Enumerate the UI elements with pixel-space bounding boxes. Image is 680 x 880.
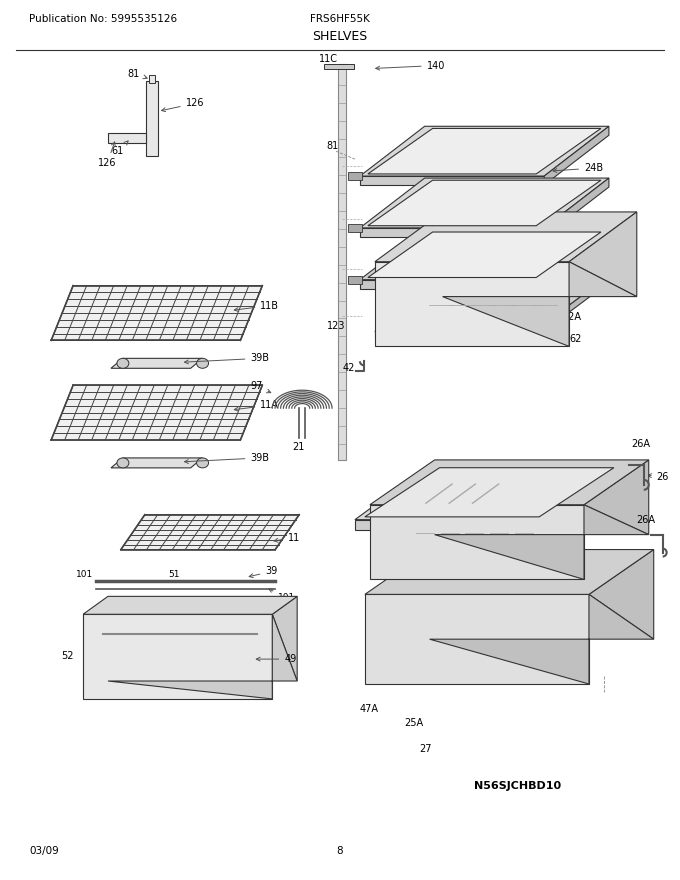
Text: 101: 101 — [76, 570, 93, 579]
Polygon shape — [360, 178, 609, 228]
Polygon shape — [355, 465, 624, 520]
Text: 42A: 42A — [543, 312, 581, 324]
Polygon shape — [430, 594, 653, 684]
Polygon shape — [370, 505, 584, 579]
Text: 11: 11 — [274, 532, 301, 543]
Polygon shape — [544, 127, 609, 185]
Bar — [338, 63, 346, 460]
Text: 25A: 25A — [405, 718, 424, 728]
Bar — [149, 76, 155, 84]
Polygon shape — [360, 228, 544, 237]
Text: 21: 21 — [292, 442, 305, 452]
Polygon shape — [51, 385, 262, 440]
Polygon shape — [108, 133, 146, 143]
Polygon shape — [368, 128, 601, 174]
Bar — [348, 275, 362, 283]
Polygon shape — [368, 232, 601, 277]
Polygon shape — [360, 127, 609, 176]
Text: 26: 26 — [647, 472, 669, 482]
Text: 11B: 11B — [235, 301, 279, 312]
Polygon shape — [111, 458, 203, 468]
Text: 47: 47 — [533, 485, 581, 504]
Text: 101: 101 — [269, 589, 296, 602]
Text: FRS6HF55K: FRS6HF55K — [310, 14, 370, 24]
Text: 61: 61 — [112, 141, 128, 156]
Text: SHELVES: SHELVES — [312, 30, 368, 42]
Text: 126: 126 — [162, 99, 204, 112]
Ellipse shape — [197, 458, 209, 468]
Polygon shape — [83, 597, 297, 614]
Text: 62: 62 — [556, 334, 581, 344]
Text: 39B: 39B — [184, 453, 269, 464]
Text: 24: 24 — [553, 267, 596, 276]
Text: 27: 27 — [420, 744, 432, 754]
Bar — [348, 172, 362, 180]
Polygon shape — [589, 549, 653, 639]
Text: 42: 42 — [343, 363, 356, 373]
Text: 126: 126 — [98, 142, 116, 168]
Polygon shape — [365, 467, 614, 517]
Text: 81: 81 — [326, 141, 339, 151]
Text: 8: 8 — [337, 847, 343, 856]
Text: 39B: 39B — [184, 354, 269, 363]
Polygon shape — [360, 230, 609, 280]
Text: N56SJCHBD10: N56SJCHBD10 — [475, 781, 562, 790]
Text: 51: 51 — [169, 570, 180, 579]
Text: 11C: 11C — [319, 54, 338, 63]
Polygon shape — [360, 176, 544, 185]
Polygon shape — [375, 287, 594, 332]
Polygon shape — [544, 178, 609, 237]
Polygon shape — [111, 358, 203, 369]
Text: 81: 81 — [128, 69, 147, 78]
Polygon shape — [368, 180, 601, 225]
Polygon shape — [534, 287, 594, 339]
Polygon shape — [146, 82, 158, 156]
Text: 49: 49 — [256, 654, 296, 664]
Text: 24B: 24B — [553, 163, 603, 173]
Text: 26A: 26A — [636, 515, 655, 524]
Polygon shape — [51, 286, 262, 341]
Text: Publication No: 5995535126: Publication No: 5995535126 — [29, 14, 177, 24]
Polygon shape — [360, 280, 544, 289]
Text: 52: 52 — [61, 651, 73, 661]
Polygon shape — [272, 597, 297, 681]
Text: 97: 97 — [250, 381, 271, 392]
Polygon shape — [365, 594, 589, 684]
Polygon shape — [375, 212, 636, 261]
Polygon shape — [365, 549, 653, 594]
Polygon shape — [121, 515, 299, 549]
Text: 25: 25 — [437, 473, 462, 497]
Polygon shape — [370, 460, 649, 505]
Text: 24A: 24A — [553, 215, 603, 225]
Text: 39: 39 — [249, 567, 277, 577]
Text: 26A: 26A — [631, 439, 650, 449]
Polygon shape — [375, 332, 534, 339]
Polygon shape — [584, 460, 649, 535]
Polygon shape — [569, 212, 636, 297]
Ellipse shape — [117, 458, 129, 468]
Polygon shape — [108, 614, 297, 699]
Text: 47A: 47A — [360, 704, 379, 714]
Bar — [324, 63, 354, 69]
Polygon shape — [435, 505, 649, 579]
Polygon shape — [375, 261, 569, 347]
Polygon shape — [355, 520, 549, 530]
Polygon shape — [83, 614, 272, 699]
Polygon shape — [544, 230, 609, 289]
Bar — [348, 224, 362, 231]
Text: 140: 140 — [376, 61, 445, 70]
Polygon shape — [443, 261, 636, 347]
Text: 03/09: 03/09 — [29, 847, 59, 856]
Text: 11A: 11A — [235, 400, 279, 411]
Text: 123: 123 — [327, 321, 345, 332]
Ellipse shape — [197, 358, 209, 369]
Ellipse shape — [117, 358, 129, 369]
